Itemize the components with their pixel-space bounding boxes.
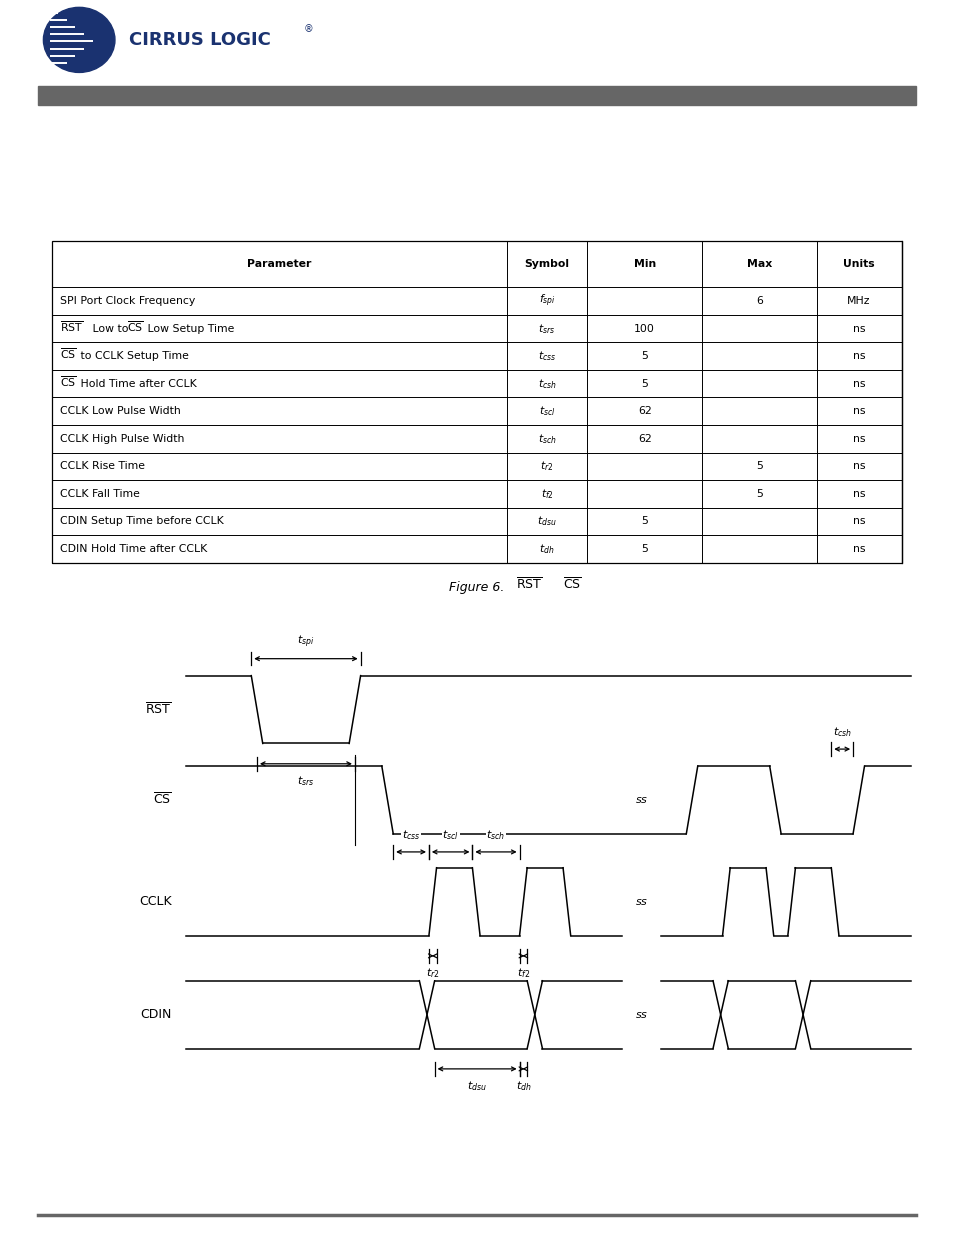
Text: $t_{scl}$: $t_{scl}$ — [538, 404, 555, 419]
Text: ns: ns — [852, 462, 864, 472]
Text: $\overline{\mathrm{RST}}$: $\overline{\mathrm{RST}}$ — [60, 319, 83, 333]
Text: Figure 6.: Figure 6. — [449, 580, 504, 594]
Text: $t_{css}$: $t_{css}$ — [537, 350, 556, 363]
Text: $t_{f2}$: $t_{f2}$ — [517, 966, 530, 979]
Text: 5: 5 — [640, 379, 647, 389]
Text: ns: ns — [852, 516, 864, 526]
Text: $\overline{\mathrm{CS}}$: $\overline{\mathrm{CS}}$ — [152, 792, 172, 808]
Text: Max: Max — [746, 259, 771, 269]
Text: CDIN: CDIN — [140, 1008, 172, 1021]
Text: CCLK High Pulse Width: CCLK High Pulse Width — [60, 433, 184, 443]
Text: SPI Port Clock Frequency: SPI Port Clock Frequency — [60, 296, 195, 306]
Text: ®: ® — [303, 25, 313, 35]
Text: $t_{dh}$: $t_{dh}$ — [538, 542, 555, 556]
Text: Min: Min — [633, 259, 655, 269]
Text: $t_{srs}$: $t_{srs}$ — [537, 322, 555, 336]
Bar — [38, 86, 915, 105]
Text: $t_{sch}$: $t_{sch}$ — [486, 829, 505, 842]
Text: Symbol: Symbol — [524, 259, 569, 269]
Text: ns: ns — [852, 489, 864, 499]
Text: $t_{srs}$: $t_{srs}$ — [297, 774, 314, 788]
Text: Low to: Low to — [89, 324, 132, 333]
Text: $\mathit{ss}$: $\mathit{ss}$ — [634, 1010, 647, 1020]
Text: ns: ns — [852, 379, 864, 389]
Text: 5: 5 — [755, 462, 762, 472]
Text: $\mathit{ss}$: $\mathit{ss}$ — [634, 795, 647, 805]
Text: 62: 62 — [638, 433, 651, 443]
Text: $t_{spi}$: $t_{spi}$ — [297, 634, 314, 650]
Text: $t_{dh}$: $t_{dh}$ — [515, 1079, 531, 1093]
Text: Units: Units — [842, 259, 874, 269]
Text: $\overline{\mathrm{CS}}$: $\overline{\mathrm{CS}}$ — [127, 319, 143, 333]
Text: CIRRUS LOGIC: CIRRUS LOGIC — [129, 31, 271, 49]
Text: ns: ns — [852, 324, 864, 333]
Text: $\overline{\mathrm{CS}}$: $\overline{\mathrm{CS}}$ — [60, 374, 76, 389]
Text: $\overline{\mathrm{CS}}$: $\overline{\mathrm{CS}}$ — [60, 347, 76, 362]
Text: ns: ns — [852, 406, 864, 416]
Text: Hold Time after CCLK: Hold Time after CCLK — [77, 379, 197, 389]
Text: $t_{r2}$: $t_{r2}$ — [425, 966, 439, 979]
Text: MHz: MHz — [846, 296, 870, 306]
Text: 62: 62 — [638, 406, 651, 416]
Text: $t_{r2}$: $t_{r2}$ — [539, 459, 553, 473]
Text: 5: 5 — [640, 516, 647, 526]
Text: Parameter: Parameter — [247, 259, 312, 269]
Bar — [52, 241, 901, 563]
Ellipse shape — [44, 7, 114, 73]
Text: $\overline{\mathrm{RST}}$: $\overline{\mathrm{RST}}$ — [516, 577, 542, 592]
Text: CCLK: CCLK — [139, 895, 172, 908]
Text: $t_{dsu}$: $t_{dsu}$ — [467, 1079, 487, 1093]
Text: ns: ns — [852, 543, 864, 553]
Text: $f_{spi}$: $f_{spi}$ — [538, 293, 555, 309]
Text: ns: ns — [852, 351, 864, 361]
Text: $t_{dsu}$: $t_{dsu}$ — [537, 515, 557, 529]
Text: $t_{f2}$: $t_{f2}$ — [540, 487, 553, 500]
Text: to CCLK Setup Time: to CCLK Setup Time — [77, 351, 189, 361]
Text: 5: 5 — [640, 351, 647, 361]
Text: CCLK Rise Time: CCLK Rise Time — [60, 462, 145, 472]
Text: 6: 6 — [755, 296, 762, 306]
Text: CDIN Setup Time before CCLK: CDIN Setup Time before CCLK — [60, 516, 224, 526]
Text: ns: ns — [852, 433, 864, 443]
Text: 100: 100 — [634, 324, 655, 333]
Text: CCLK Low Pulse Width: CCLK Low Pulse Width — [60, 406, 181, 416]
Text: $t_{scl}$: $t_{scl}$ — [442, 829, 458, 842]
Text: CCLK Fall Time: CCLK Fall Time — [60, 489, 140, 499]
Text: Low Setup Time: Low Setup Time — [144, 324, 234, 333]
Text: $\mathit{ss}$: $\mathit{ss}$ — [634, 897, 647, 906]
Text: 5: 5 — [640, 543, 647, 553]
Text: $t_{csh}$: $t_{csh}$ — [832, 725, 851, 739]
Text: $t_{css}$: $t_{css}$ — [401, 829, 420, 842]
Text: $\overline{\mathrm{RST}}$: $\overline{\mathrm{RST}}$ — [145, 701, 172, 718]
Text: CDIN Hold Time after CCLK: CDIN Hold Time after CCLK — [60, 543, 207, 553]
Text: 5: 5 — [755, 489, 762, 499]
Text: $t_{sch}$: $t_{sch}$ — [537, 432, 556, 446]
Text: $\overline{\mathrm{CS}}$: $\overline{\mathrm{CS}}$ — [562, 577, 581, 592]
Text: $t_{csh}$: $t_{csh}$ — [537, 377, 556, 390]
